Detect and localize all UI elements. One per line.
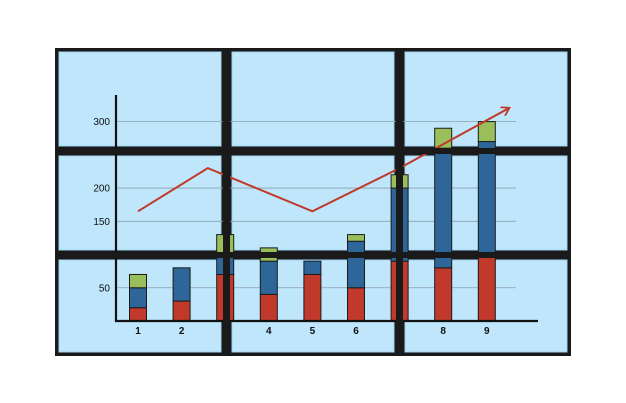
bar-segment (259, 260, 278, 295)
bar-segment (129, 287, 147, 309)
bar-segment (259, 293, 278, 322)
monitor-seams (55, 48, 571, 356)
bar-segment (347, 287, 365, 322)
y-tick-label: 300 (93, 117, 110, 128)
x-tick-label: 1 (135, 326, 141, 337)
bar-segment (303, 273, 322, 322)
bar-segment (434, 147, 453, 269)
bar-segment (129, 307, 147, 322)
monitor-screen (58, 51, 222, 147)
x-tick-label: 5 (310, 326, 316, 337)
x-tick-labels: 1 2 4 5 6 8 9 (135, 326, 490, 337)
vertical-seam (223, 48, 230, 356)
x-tick-label: 6 (353, 326, 359, 337)
bar-segment (477, 254, 496, 322)
y-tick-label: 50 (99, 283, 111, 294)
bar-segment (347, 240, 365, 289)
y-tick-labels: 50 150 200 300 (93, 117, 110, 294)
x-tick-label: 2 (179, 326, 185, 337)
axes (114, 95, 538, 323)
horizontal-seam (55, 252, 571, 258)
bar-segment (172, 267, 191, 302)
y-tick-label: 150 (93, 217, 110, 228)
bar-segment (477, 121, 496, 143)
vertical-seam (396, 48, 403, 356)
x-tick-label: 8 (440, 326, 446, 337)
x-tick-label: 4 (266, 326, 272, 337)
monitor-screen (231, 155, 395, 251)
bar-segment (303, 260, 322, 275)
horizontal-seam (55, 148, 571, 154)
monitor-screen (231, 51, 395, 147)
x-tick-label: 9 (484, 326, 490, 337)
bar-segment (434, 267, 453, 322)
bar-segment (347, 234, 365, 242)
bar-segment (477, 141, 496, 256)
bar-segment (172, 300, 191, 322)
bar-segment (129, 273, 147, 289)
y-tick-label: 200 (93, 184, 110, 195)
monitor-screen (58, 155, 222, 251)
